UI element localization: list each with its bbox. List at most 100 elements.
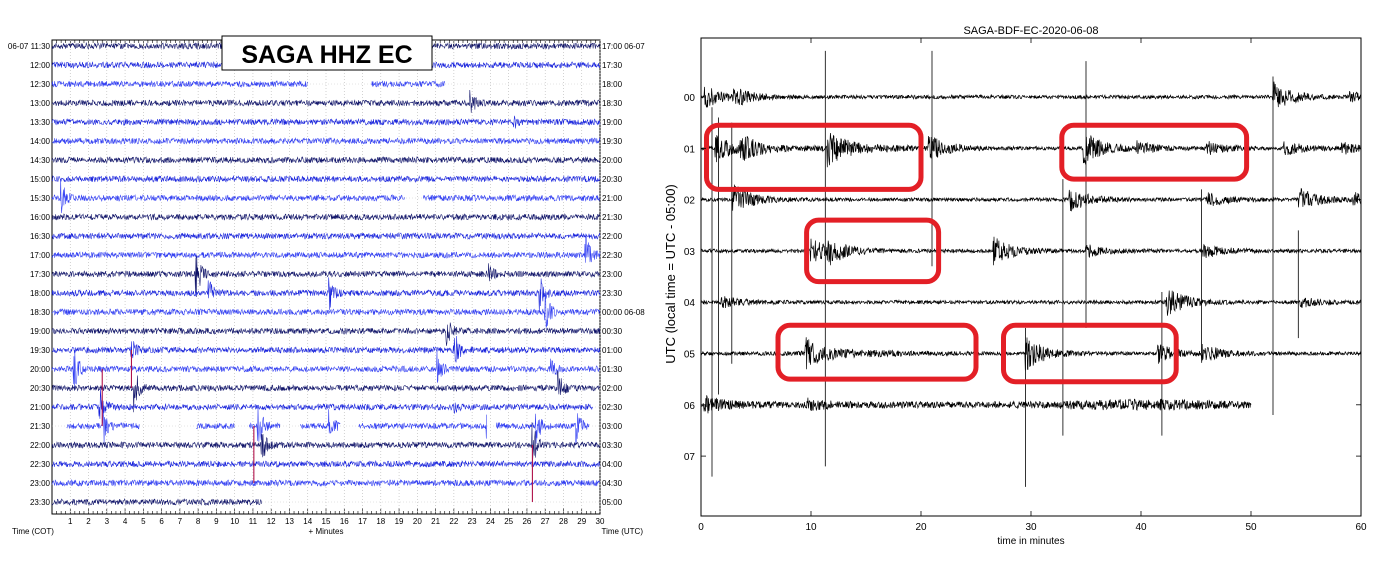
helicorder-trace [51,459,601,468]
x-tick-label: 25 [504,517,513,526]
left-axis-label: Time (COT) [12,527,54,536]
cot-time-label: 21:00 [30,403,51,412]
helicorder-trace [66,406,590,444]
utc-time-label: 02:30 [602,403,623,412]
cot-time-label: 16:30 [30,232,51,241]
seismic-trace [700,132,1362,168]
x-tick-label: 26 [522,517,531,526]
cot-time-label: 18:00 [30,289,51,298]
x-tick-label: 13 [285,517,294,526]
seismogram-chart: SAGA-BDF-EC-2020-06-08 00 01 02 03 04 05 06 07 0 1… [663,25,1367,547]
helicorder-trace [51,388,593,419]
cot-time-label: 23:30 [30,498,51,507]
x-tick-label: 20 [413,517,422,526]
cot-time-label: 17:30 [30,270,51,279]
title-box [221,35,433,71]
utc-time-label: 19:30 [602,137,623,146]
cot-time-label: 22:00 [30,441,51,450]
helicorder-trace [51,213,601,221]
cot-time-label: 21:30 [30,422,51,431]
x-tick-label: 23 [468,517,477,526]
utc-time-label: 22:00 [602,232,623,241]
seismic-trace [700,395,1252,414]
x-tick-label: 6 [159,517,164,526]
utc-time-label: 04:30 [602,479,623,488]
helicorder-trace [51,233,601,263]
x-tick-label: 24 [486,517,495,526]
x-axis-label: + Minutes [309,527,344,536]
helicorder-trace [51,115,601,129]
x-tick-label: 20 [915,522,927,533]
y-tick-label: 01 [684,144,696,155]
utc-time-label: 05:00 [602,498,623,507]
x-tick-label: 0 [698,522,704,533]
highlight-box [775,322,979,382]
utc-time-label: 00:30 [602,327,623,336]
x-tick-label: 12 [267,517,276,526]
plot-frame [700,37,1362,517]
helicorder-trace [51,232,601,240]
utc-time-label: 21:30 [602,213,623,222]
y-tick-label: 05 [684,350,696,361]
cot-time-label: 14:30 [30,156,51,165]
helicorder-trace [51,255,601,298]
x-tick-label: 8 [196,517,201,526]
x-axis-label: time in minutes [997,536,1064,547]
utc-time-label: 20:30 [602,175,623,184]
utc-time-label: 02:00 [602,384,623,393]
utc-time-label: 01:00 [602,346,623,355]
chart-title: SAGA HHZ EC [241,41,412,69]
helicorder-trace [51,277,601,312]
x-tick-label: 50 [1245,522,1257,533]
cot-time-label: 14:00 [30,137,51,146]
x-tick-label: 29 [577,517,586,526]
cot-time-label: 23:00 [30,479,51,488]
utc-time-label: 22:30 [602,251,623,260]
cot-time-label: 20:30 [30,384,51,393]
y-tick-label: 02 [684,196,696,207]
cot-time-label: 15:30 [30,194,51,203]
helicorder-trace [51,422,601,468]
helicorder-trace [51,290,601,328]
helicorder-trace [51,156,601,164]
cot-time-label: 06-07 11:30 [8,42,51,51]
x-tick-label: 5 [141,517,146,526]
x-tick-label: 10 [230,517,239,526]
utc-time-label: 21:00 [602,194,623,203]
helicorder-trace [51,179,601,214]
helicorder-panel: 06-07 11:30 17:00 06-07 12:00 17:30 12:30 18:… [0,0,650,565]
cot-time-label: 20:00 [30,365,51,374]
right-axis-label: Time (UTC) [602,527,644,536]
x-tick-label: 19 [395,517,404,526]
x-tick-label: 11 [249,517,258,526]
x-tick-label: 10 [805,522,817,533]
helicorder-trace [51,335,601,363]
y-axis-label: UTC (local time = UTC - 05:00) [663,184,678,364]
utc-time-label: 01:30 [602,365,623,374]
chart-title: SAGA-BDF-EC-2020-06-08 [963,25,1098,37]
x-tick-label: 14 [303,517,312,526]
seismic-trace [700,81,1362,108]
cot-time-label: 22:30 [30,460,51,469]
x-tick-label: 1 [68,517,73,526]
x-tick-label: 60 [1355,522,1367,533]
y-tick-label: 03 [684,247,696,258]
cot-time-label: 17:00 [30,251,51,260]
helicorder-trace [51,322,601,346]
cot-time-label: 18:30 [30,308,51,317]
x-tick-label: 40 [1135,522,1147,533]
x-tick-label: 27 [541,517,550,526]
seismogram-panel: SAGA-BDF-EC-2020-06-08 00 01 02 03 04 05 06 07 0 1… [655,0,1377,565]
x-tick-label: 16 [340,517,349,526]
x-tick-label: 30 [596,517,605,526]
utc-time-label: 17:00 06-07 [602,42,645,51]
utc-time-label: 18:00 [602,80,623,89]
cot-time-label: 19:30 [30,346,51,355]
x-tick-label: 9 [214,517,219,526]
cot-time-label: 15:00 [30,175,51,184]
helicorder-chart: 06-07 11:30 17:00 06-07 12:00 17:30 12:30 18:… [8,35,645,536]
cot-time-label: 12:00 [30,61,51,70]
helicorder-trace [51,174,601,183]
cot-time-label: 16:00 [30,213,51,222]
x-tick-label: 4 [123,517,128,526]
